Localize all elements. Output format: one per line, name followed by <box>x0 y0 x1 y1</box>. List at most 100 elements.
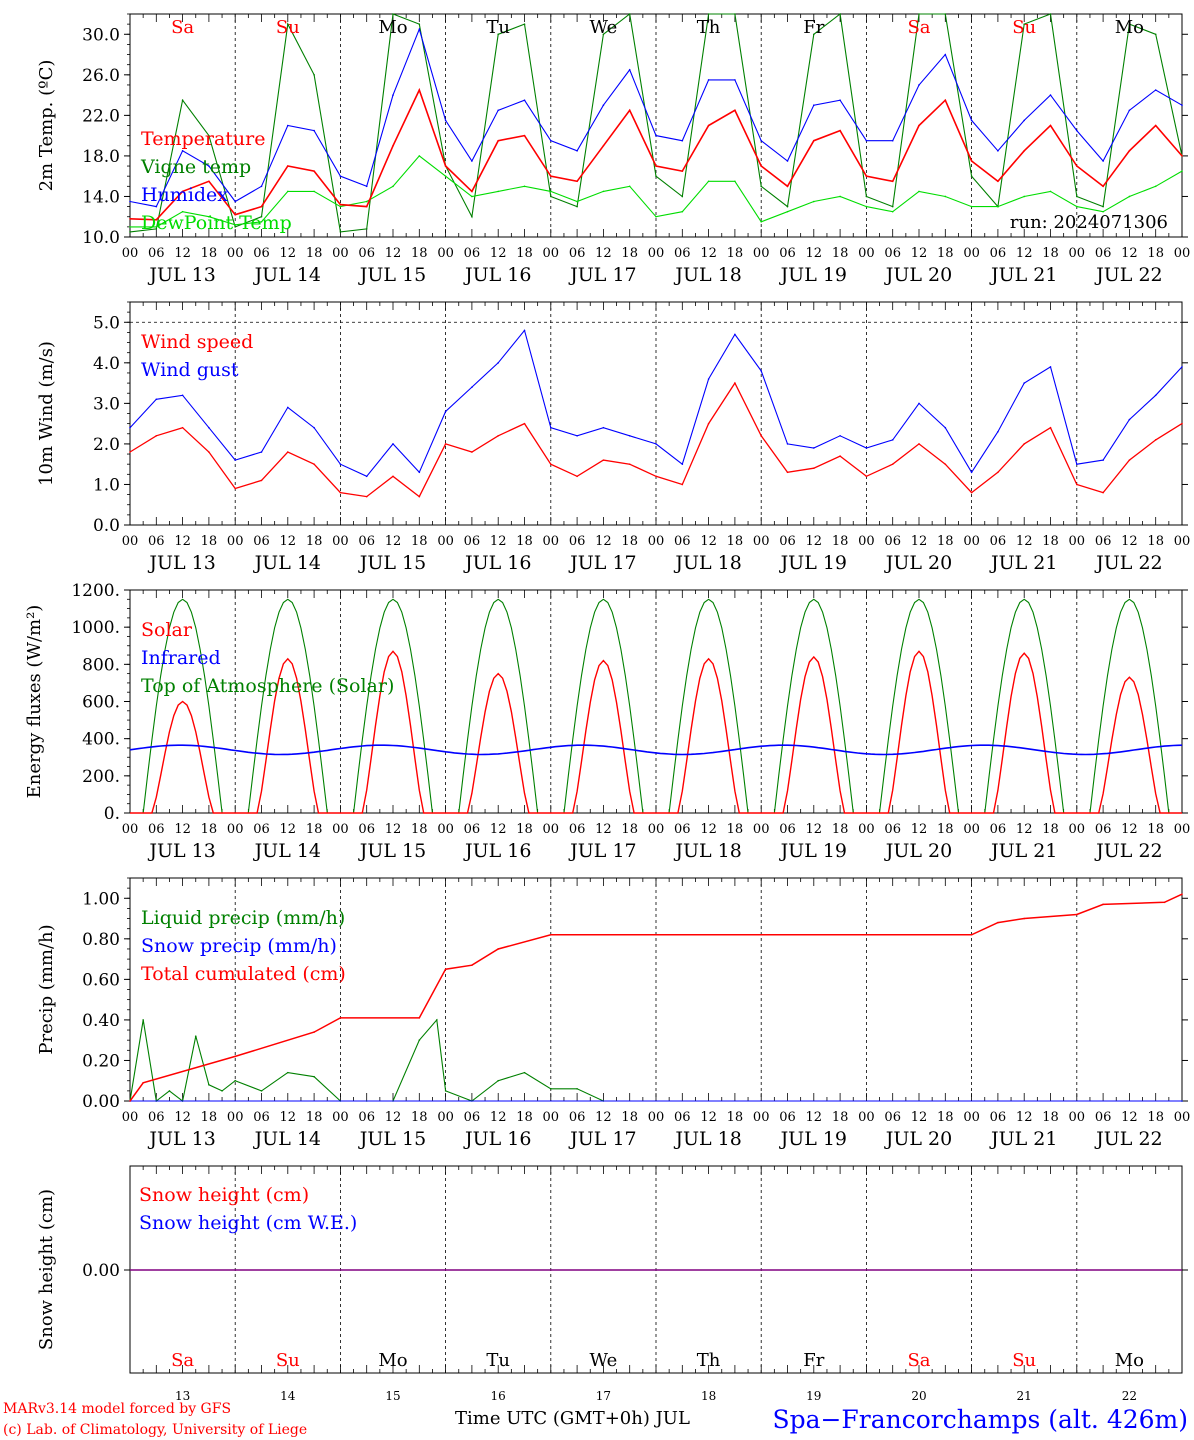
hour-tick-label: 00 <box>1069 1110 1086 1125</box>
hour-tick-label: 18 <box>516 534 533 549</box>
hour-tick-label: 18 <box>516 822 533 837</box>
footer: MARv3.14 model forced by GFS (c) Lab. of … <box>3 1401 1188 1438</box>
hour-tick-label: 00 <box>332 534 349 549</box>
data-point <box>550 426 552 429</box>
data-point <box>287 23 289 25</box>
plot-frame <box>129 589 1183 814</box>
snow-panel: 0.00 Snow height (cm) Snow height (cm) Snow… <box>36 1165 1188 1403</box>
data-point <box>181 210 184 213</box>
hour-tick-label: 06 <box>148 1110 165 1125</box>
data-point <box>970 119 973 122</box>
hour-tick-label: 18 <box>937 246 954 261</box>
date-label: JUL 18 <box>673 1128 741 1150</box>
data-point <box>392 185 394 188</box>
data-point <box>655 165 657 167</box>
data-point <box>1049 13 1052 15</box>
data-point <box>681 139 684 142</box>
day-number-label: 19 <box>806 1389 821 1403</box>
data-point <box>550 195 552 198</box>
hour-tick-label: 12 <box>174 822 191 837</box>
data-point <box>918 84 920 86</box>
y-tick-label: 3.0 <box>93 394 120 414</box>
hour-tick-label: 06 <box>990 534 1007 549</box>
data-point <box>602 190 605 193</box>
data-point <box>1102 205 1104 208</box>
day-number-label: 20 <box>911 1389 926 1403</box>
data-point <box>365 228 368 230</box>
data-point <box>550 463 552 465</box>
data-point <box>576 475 578 478</box>
y-tick-label: 0.0 <box>93 516 120 536</box>
data-point <box>444 410 447 413</box>
data-point <box>997 430 999 433</box>
hour-tick-label: 06 <box>358 534 375 549</box>
data-point <box>471 195 473 198</box>
hour-tick-label: 00 <box>437 822 454 837</box>
hour-tick-label: 00 <box>122 534 139 549</box>
data-point <box>129 231 131 233</box>
hour-tick-label: 12 <box>595 1110 612 1125</box>
data-point <box>339 203 342 206</box>
data-point <box>208 426 210 429</box>
hour-tick-label: 00 <box>963 246 980 261</box>
data-point <box>1128 418 1131 421</box>
date-label: JUL 22 <box>1094 840 1162 862</box>
data-point <box>813 467 815 470</box>
data-point <box>576 1088 578 1090</box>
hour-tick-label: 18 <box>411 1110 428 1125</box>
data-point <box>760 435 762 437</box>
data-point <box>1023 443 1025 445</box>
hour-tick-label: 18 <box>306 246 323 261</box>
hour-tick-label: 06 <box>1095 534 1112 549</box>
series-line-solar <box>130 650 1182 814</box>
wind-panel: 0.0 1.0 2.0 3.0 4.0 5.0 10m Wind (m/s) Wind spe… <box>36 301 1190 574</box>
y-tick-label: 0.80 <box>82 930 120 950</box>
weekday-label: Sa <box>171 1350 194 1371</box>
data-point <box>365 200 368 203</box>
hour-tick-label: 12 <box>700 534 717 549</box>
date-label: JUL 13 <box>147 840 215 862</box>
weekday-label: Tu <box>486 1350 510 1371</box>
data-point <box>997 471 999 474</box>
data-point <box>1154 185 1157 188</box>
data-point <box>365 475 368 478</box>
data-point <box>734 13 736 15</box>
data-point <box>839 99 841 101</box>
data-point <box>707 422 710 425</box>
hour-tick-label: 06 <box>148 822 165 837</box>
data-point <box>392 144 394 147</box>
hour-tick-label: 18 <box>1042 1110 1059 1125</box>
hour-tick-label: 06 <box>674 534 691 549</box>
credit-line: (c) Lab. of Climatology, University of L… <box>3 1422 307 1438</box>
day-number-label: 18 <box>701 1389 716 1403</box>
data-point <box>471 215 473 218</box>
weekday-label: We <box>590 1350 618 1371</box>
data-point <box>707 180 710 183</box>
data-point <box>760 370 762 372</box>
data-point <box>970 175 973 177</box>
weekday-label: Su <box>1012 1350 1036 1371</box>
data-point <box>471 964 473 966</box>
hour-tick-label: 18 <box>306 534 323 549</box>
y-tick-label: 0. <box>104 804 120 824</box>
hour-tick-label: 00 <box>753 1110 770 1125</box>
hour-tick-label: 06 <box>1095 822 1112 837</box>
data-point <box>287 406 289 409</box>
weekday-label: Su <box>276 17 300 38</box>
y-axis-label: Precip (mm/h) <box>36 924 57 1054</box>
data-point <box>970 160 973 162</box>
date-label: JUL 20 <box>884 552 952 574</box>
data-point <box>234 224 236 226</box>
data-point <box>287 1071 289 1074</box>
hour-tick-label: 00 <box>227 246 244 261</box>
hour-tick-label: 18 <box>727 822 744 837</box>
data-point <box>970 491 973 494</box>
data-point <box>444 968 447 971</box>
data-point <box>813 33 815 36</box>
data-point <box>1154 33 1157 36</box>
data-point <box>550 175 552 177</box>
data-point <box>1076 195 1078 198</box>
data-point <box>313 190 315 193</box>
hour-tick-label: 00 <box>858 1110 875 1125</box>
data-point <box>707 79 710 81</box>
